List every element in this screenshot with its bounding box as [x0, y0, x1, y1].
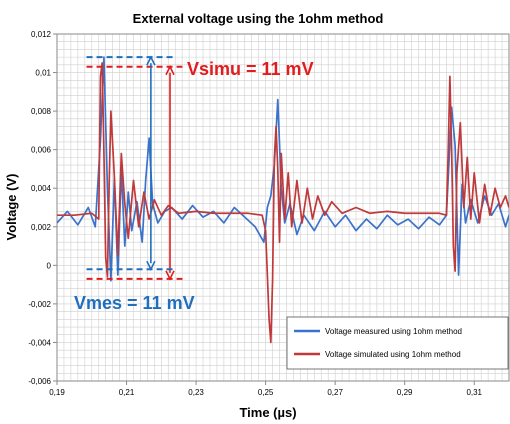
chart-annotations: Vsimu = 11 mV Vmes = 11 mV	[74, 55, 314, 313]
y-axis-ticks: -0,006 -0,004 -0,002 0 0,002 0,004 0,006 0,008 0…	[28, 30, 57, 386]
annotation-label-simu: Vsimu = 11 mV	[187, 59, 314, 79]
annotation-arrow-head-simu	[165, 270, 175, 281]
x-tick-label: 0,31	[466, 388, 482, 397]
annotation-label-mes: Vmes = 11 mV	[74, 293, 195, 313]
legend-label-measured: Voltage measured using 1ohm method	[325, 327, 462, 336]
y-tick-label: -0,002	[28, 300, 51, 309]
legend-label-simulated: Voltage simulated using 1ohm method	[325, 350, 461, 359]
y-tick-label: 0,004	[31, 184, 52, 193]
y-tick-label: 0,006	[31, 146, 52, 155]
y-tick-label: 0	[47, 261, 52, 270]
annotation-arrow-head-mes	[146, 55, 156, 66]
x-tick-label: 0,29	[397, 388, 413, 397]
annotation-arrow-head-mes	[146, 260, 156, 271]
x-tick-label: 0,27	[327, 388, 343, 397]
y-tick-label: 0,008	[31, 107, 52, 116]
x-tick-label: 0,19	[49, 388, 65, 397]
x-axis-label: Time (µs)	[239, 405, 296, 420]
legend-box	[286, 316, 509, 370]
y-tick-label: 0,002	[31, 223, 52, 232]
series-line-measured	[57, 56, 509, 282]
x-tick-label: 0,23	[188, 388, 204, 397]
y-tick-label: 0,012	[31, 30, 52, 39]
series-line-simulated	[57, 62, 509, 344]
x-tick-label: 0,25	[258, 388, 274, 397]
chart-series	[57, 56, 509, 344]
x-tick-label: 0,21	[119, 388, 135, 397]
y-axis-label: Voltage (V)	[4, 174, 19, 241]
y-tick-label: 0,01	[35, 69, 51, 78]
chart-title: External voltage using the 1ohm method	[133, 11, 384, 26]
chart-legend: Voltage measured using 1ohm method Volta…	[286, 316, 509, 370]
y-tick-label: -0,006	[28, 377, 51, 386]
y-tick-label: -0,004	[28, 338, 51, 347]
x-axis-ticks: 0,19 0,21 0,23 0,25 0,27 0,29 0,31	[49, 381, 483, 397]
annotation-arrow-head-simu	[165, 64, 175, 76]
